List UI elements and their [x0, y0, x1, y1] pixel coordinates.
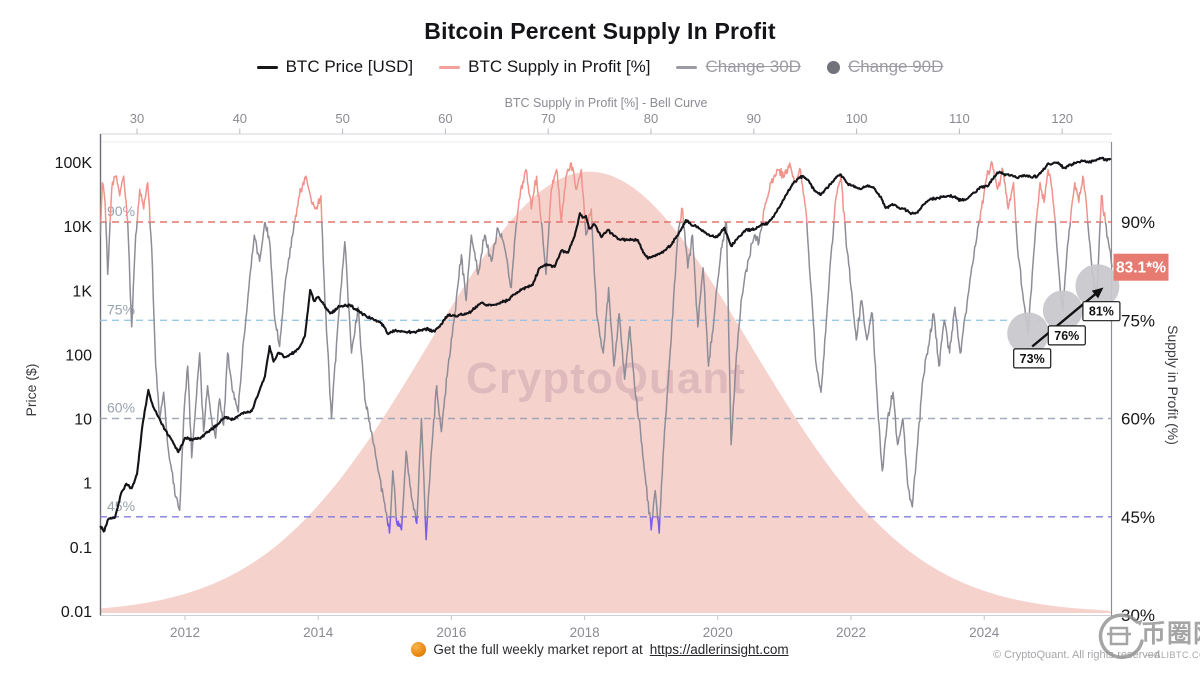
orange-dot-icon: [411, 642, 427, 657]
top-axis-tick-label: 50: [335, 111, 349, 126]
legend: BTC Price [USD] BTC Supply in Profit [%] C…: [0, 57, 1200, 77]
price-tick-label: 10K: [64, 219, 93, 236]
top-axis-tick-label: 80: [644, 111, 658, 126]
legend-item-label: BTC Supply in Profit [%]: [468, 57, 651, 76]
top-axis-tick-label: 70: [541, 111, 555, 126]
footer-text: Get the full weekly market report at: [433, 642, 643, 657]
legend-line-icon: [676, 65, 698, 69]
year-tick-label: 2018: [570, 625, 600, 640]
top-axis-title: BTC Supply in Profit [%] - Bell Curve: [505, 96, 708, 110]
legend-item-label: BTC Price [USD]: [285, 57, 414, 76]
legend-dot-icon: [826, 60, 840, 74]
top-axis-tick-label: 110: [949, 111, 970, 126]
marker-label-box-1: [1013, 348, 1052, 369]
marker-label-3: 81%: [1089, 305, 1114, 319]
bell-curve-area: [100, 171, 1112, 613]
change-90d-marker-3: [1075, 264, 1120, 309]
year-tick-label: 2024: [969, 625, 1000, 640]
year-tick-label: 2014: [303, 625, 334, 640]
top-axis-tick-label: 100: [846, 111, 868, 126]
price-tick-label: 100K: [55, 155, 93, 172]
legend-item-3[interactable]: Change 30D: [676, 57, 801, 77]
marker-label-box-2: [1047, 325, 1086, 346]
legend-item-4[interactable]: Change 90D: [826, 57, 944, 77]
legend-item-1[interactable]: BTC Price [USD]: [256, 57, 414, 77]
year-tick-label: 2020: [703, 625, 733, 640]
legend-item-label: Change 90D: [847, 57, 944, 76]
supply-tick-label: 90%: [1121, 213, 1155, 232]
watermark-cn-text: 币圈网: [1141, 620, 1200, 648]
top-axis-tick-label: 40: [233, 111, 247, 126]
price-tick-label: 100: [65, 347, 92, 364]
price-tick-label: 1: [83, 476, 92, 493]
price-tick-label: 10: [74, 412, 92, 429]
plot-hover-area[interactable]: [100, 142, 1112, 615]
marker-label-1: 73%: [1020, 352, 1045, 366]
footer-link[interactable]: https://adlerinsight.com: [649, 642, 789, 657]
supply-tick-label: 75%: [1121, 311, 1155, 330]
legend-item-label: Change 30D: [705, 57, 801, 76]
supply-axis-title: Supply in Profit (%): [1165, 325, 1181, 445]
marker-label-box-3: [1082, 301, 1121, 322]
ref-line-label-75: 75%: [107, 301, 135, 317]
price-tick-label: 0.1: [70, 540, 92, 557]
alibtc-watermark: 币圈网 —ALIBTC.COM—: [1093, 608, 1200, 674]
current-value-badge: [1113, 253, 1169, 281]
legend-line-icon: [439, 65, 461, 69]
price-tick-label: 1K: [72, 283, 92, 300]
ref-line-label-60: 60%: [107, 400, 135, 416]
supply-tick-label: 45%: [1121, 508, 1155, 527]
trend-arrow-head-icon: [1091, 287, 1104, 299]
legend-line-icon: [256, 65, 278, 69]
ref-line-label-90: 90%: [107, 203, 135, 219]
page-title: Bitcoin Percent Supply In Profit: [424, 18, 776, 44]
price-axis-title: Price ($): [23, 364, 39, 417]
btc-price-line: [99, 156, 1112, 533]
year-tick-label: 2016: [436, 625, 466, 640]
top-axis-tick-label: 30: [130, 111, 144, 126]
ref-line-label-45: 45%: [107, 498, 135, 514]
top-axis-tick-label: 90: [747, 111, 761, 126]
top-axis-tick-label: 60: [438, 111, 452, 126]
change-90d-marker-1: [1007, 312, 1050, 355]
cryptoquant-watermark: CryptoQuant: [466, 354, 746, 403]
top-axis-tick-label: 120: [1051, 111, 1073, 126]
change-90d-marker-2: [1042, 290, 1083, 331]
supply-tick-label: 30%: [1121, 606, 1155, 625]
price-tick-label: 0.01: [61, 604, 92, 621]
legend-item-2[interactable]: BTC Supply in Profit [%]: [439, 57, 650, 77]
year-tick-label: 2012: [170, 625, 200, 640]
alibtc-logo-swoosh-icon: [1098, 613, 1144, 659]
current-value-badge-label: 83.1*%: [1116, 260, 1166, 277]
supply-tick-label: 60%: [1121, 410, 1155, 429]
watermark-sub-text: —ALIBTC.COM—: [1145, 650, 1200, 660]
supply-line-below-45: [386, 516, 661, 541]
footer: Get the full weekly market report at htt…: [0, 642, 1200, 657]
year-tick-label: 2022: [836, 625, 866, 640]
marker-label-2: 76%: [1054, 329, 1079, 343]
